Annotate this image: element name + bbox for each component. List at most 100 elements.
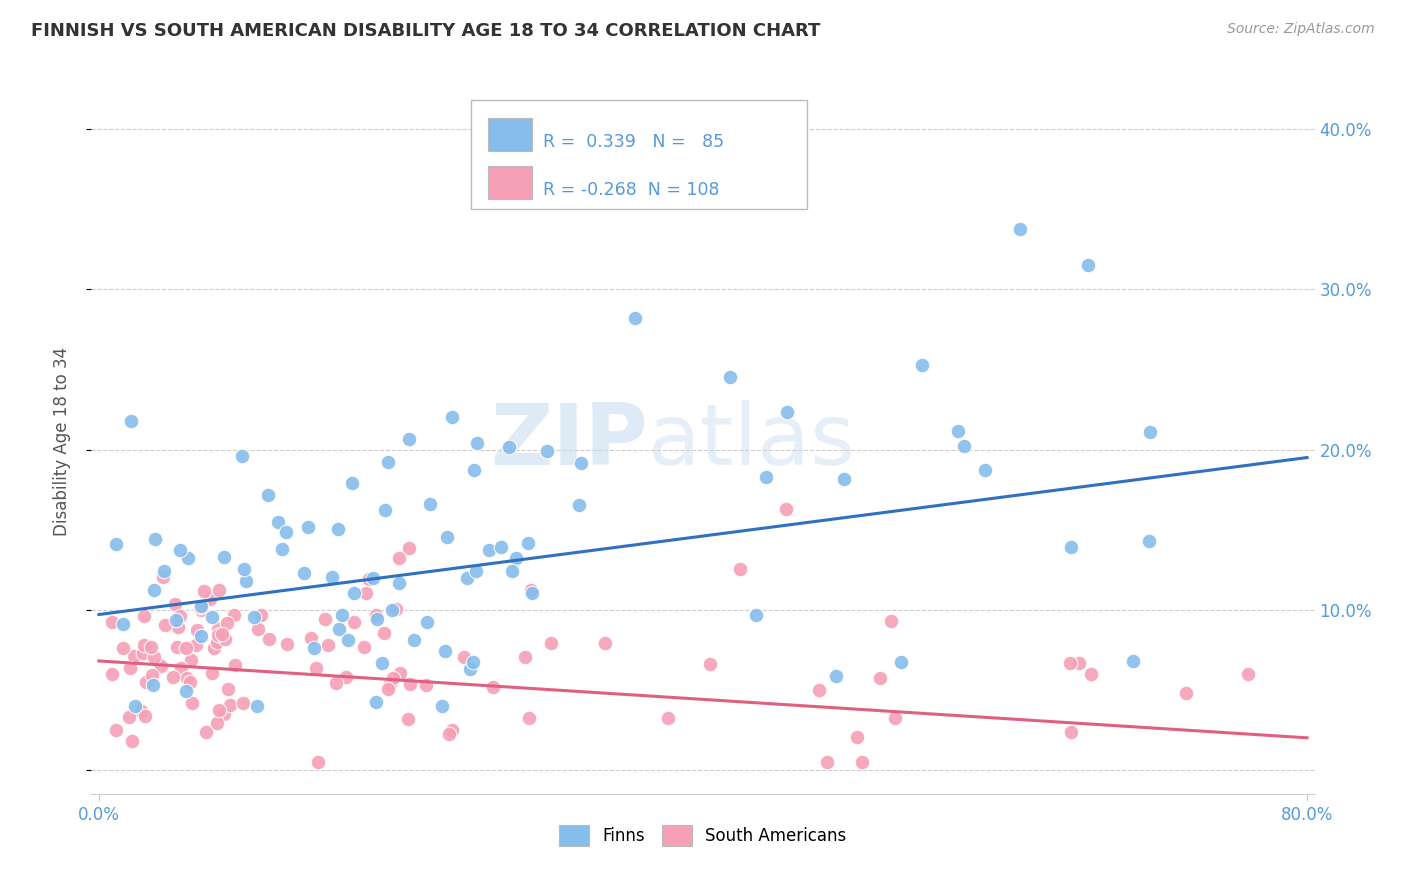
Point xyxy=(380,602,402,616)
Point xyxy=(1077,258,1099,272)
Point xyxy=(1137,533,1160,548)
Point xyxy=(105,723,128,738)
Point xyxy=(520,585,543,599)
Point xyxy=(361,570,384,584)
Point xyxy=(179,675,201,690)
Point xyxy=(325,676,347,690)
Point xyxy=(380,677,402,691)
Point xyxy=(1122,654,1144,668)
Point xyxy=(266,516,288,530)
Point xyxy=(276,637,298,651)
Point xyxy=(657,711,679,725)
Point xyxy=(305,661,328,675)
Point xyxy=(433,644,456,658)
Point xyxy=(440,723,463,737)
Point xyxy=(235,574,257,588)
Point xyxy=(332,608,354,623)
Text: ZIP: ZIP xyxy=(491,400,648,483)
Y-axis label: Disability Age 18 to 34: Disability Age 18 to 34 xyxy=(52,347,70,536)
Point xyxy=(776,405,799,419)
Point xyxy=(208,582,231,597)
Point xyxy=(385,602,408,616)
Point xyxy=(215,615,238,630)
Point xyxy=(134,639,156,653)
Point xyxy=(250,607,273,622)
Point xyxy=(143,532,166,546)
Point xyxy=(193,583,215,598)
Point xyxy=(1010,221,1032,235)
Text: FINNISH VS SOUTH AMERICAN DISABILITY AGE 18 TO 34 CORRELATION CHART: FINNISH VS SOUTH AMERICAN DISABILITY AGE… xyxy=(31,22,820,40)
Point xyxy=(129,704,152,718)
Point xyxy=(218,698,240,713)
Point xyxy=(489,540,512,554)
Point xyxy=(112,640,135,655)
Point xyxy=(316,638,339,652)
Point xyxy=(176,671,198,685)
FancyBboxPatch shape xyxy=(488,166,531,200)
Point xyxy=(190,602,212,616)
Point xyxy=(388,576,411,591)
Point xyxy=(377,455,399,469)
Point xyxy=(568,498,591,512)
Point xyxy=(366,608,388,623)
Point xyxy=(335,669,357,683)
Point xyxy=(718,370,741,384)
Point xyxy=(952,439,974,453)
Point xyxy=(377,681,399,696)
Point xyxy=(212,549,235,564)
Point xyxy=(815,755,838,769)
Point xyxy=(202,640,225,655)
Point xyxy=(343,615,366,629)
Point xyxy=(207,628,229,642)
Point xyxy=(124,698,146,713)
Point xyxy=(399,677,422,691)
Point xyxy=(201,666,224,681)
Point xyxy=(118,710,141,724)
Point xyxy=(214,632,236,646)
Text: R = -0.268  N = 108: R = -0.268 N = 108 xyxy=(543,181,720,199)
Point xyxy=(302,641,325,656)
Point xyxy=(297,520,319,534)
Point xyxy=(520,583,543,598)
Point xyxy=(1237,666,1260,681)
Point xyxy=(180,653,202,667)
Point xyxy=(461,655,484,669)
Point xyxy=(436,530,458,544)
Point xyxy=(124,649,146,664)
FancyBboxPatch shape xyxy=(488,118,531,152)
Point xyxy=(948,424,970,438)
Point xyxy=(188,600,211,615)
Point xyxy=(501,564,523,578)
Point xyxy=(307,755,329,769)
Point xyxy=(142,582,165,597)
Point xyxy=(218,682,240,697)
Point xyxy=(169,542,191,557)
Point xyxy=(1059,725,1081,739)
Point xyxy=(141,667,163,681)
Point xyxy=(120,414,142,428)
Point xyxy=(132,646,155,660)
Point xyxy=(845,731,868,745)
Point xyxy=(464,565,486,579)
Point xyxy=(396,712,419,726)
Point xyxy=(100,615,122,630)
Point xyxy=(314,612,336,626)
Point xyxy=(807,683,830,698)
Point xyxy=(181,696,204,710)
Point xyxy=(366,612,388,626)
Point xyxy=(430,698,453,713)
Point xyxy=(165,597,187,611)
Point xyxy=(153,617,176,632)
Point xyxy=(299,632,322,646)
Point xyxy=(453,650,475,665)
Point xyxy=(593,635,616,649)
Point xyxy=(247,622,270,636)
Point xyxy=(458,661,481,675)
Point xyxy=(381,671,404,685)
Text: Source: ZipAtlas.com: Source: ZipAtlas.com xyxy=(1227,22,1375,37)
Point xyxy=(337,633,360,648)
Point xyxy=(224,657,246,672)
Point xyxy=(505,550,527,565)
Point xyxy=(832,472,855,486)
Point xyxy=(519,711,541,725)
